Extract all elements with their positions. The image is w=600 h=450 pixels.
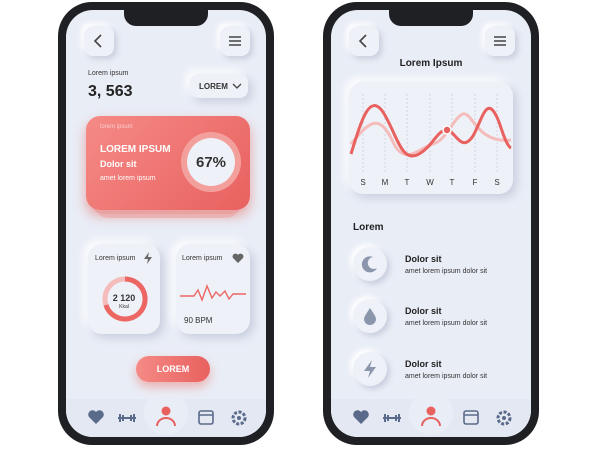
screen-title: Lorem Ipsum	[399, 58, 463, 69]
phone: Lorem Ipsum S M T W T F S	[323, 2, 539, 445]
calorie-unit: Kkal	[119, 304, 129, 310]
item-icon	[353, 247, 387, 281]
weekday: F	[472, 178, 478, 187]
nav-icons	[88, 391, 247, 435]
item-icon	[353, 299, 387, 333]
hero-caption: lorem ipsum	[100, 124, 133, 130]
section-title: Lorem	[353, 222, 384, 233]
pulse-line	[180, 284, 246, 302]
dropdown[interactable]: LOREM	[190, 74, 248, 98]
bpm: 90 BPM	[184, 316, 213, 325]
weekday: T	[449, 178, 455, 187]
stat-label: Lorem ipsum	[88, 70, 129, 77]
chevron	[232, 83, 242, 89]
phone: Lorem ipsum 3, 563 LOREM lorem ipsum LOR…	[58, 2, 274, 445]
menu-button[interactable]	[220, 26, 250, 56]
menu-button[interactable]	[485, 26, 515, 56]
back-icon	[93, 34, 102, 48]
nav-icons	[353, 391, 512, 435]
back-icon	[358, 34, 367, 48]
screen: Lorem ipsum 3, 563 LOREM lorem ipsum LOR…	[66, 10, 266, 437]
calories-card: Lorem ipsum 2 120 Kkal	[88, 244, 160, 334]
chart-card: S M T W T F S	[349, 82, 513, 194]
bottom-nav	[331, 391, 531, 437]
item-text: amet lorem ipsum dolor sit	[405, 268, 488, 275]
weekday: M	[381, 178, 389, 187]
hero-card: lorem ipsum LOREM IPSUM Dolor sit amet l…	[86, 116, 250, 210]
bolt-icon	[144, 252, 152, 264]
notch	[124, 10, 208, 26]
item-title: Dolor sit	[405, 306, 442, 316]
notch	[389, 10, 473, 26]
item-title: Dolor sit	[405, 254, 442, 264]
item-title: Dolor sit	[405, 359, 442, 369]
weekday: S	[494, 178, 500, 187]
percent: 67%	[187, 138, 235, 186]
dropdown-label: LOREM	[199, 82, 228, 91]
item-text: amet lorem ipsum dolor sit	[405, 320, 488, 327]
item-text: amet lorem ipsum dolor sit	[405, 373, 488, 380]
moon-icon	[361, 256, 377, 273]
weekday: S	[360, 178, 366, 187]
card-title: Lorem ipsum	[182, 255, 223, 262]
item-icon	[353, 352, 387, 386]
calorie-ring	[102, 276, 148, 322]
wave-chart	[349, 94, 512, 174]
weekday: T	[404, 178, 410, 187]
stat-value: 3, 563	[88, 83, 133, 100]
back-button[interactable]	[349, 26, 379, 56]
calorie-value: 2 120	[112, 293, 136, 303]
bottom-nav	[66, 391, 266, 437]
drop-icon	[364, 308, 376, 325]
hero-title: LOREM IPSUM	[100, 144, 171, 155]
card-title: Lorem ipsum	[95, 255, 136, 262]
weekday: W	[426, 178, 434, 187]
primary-button[interactable]: LOREM	[136, 356, 210, 382]
hero-text: amet lorem ipsum	[100, 175, 156, 182]
menu-icon	[494, 36, 506, 46]
menu-icon	[229, 36, 241, 46]
heart-icon	[232, 253, 244, 263]
weekday-row: S M T W T F S	[349, 178, 513, 190]
heart-card: Lorem ipsum 90 BPM	[176, 244, 250, 334]
hero-subtitle: Dolor sit	[100, 159, 137, 169]
bolt-icon	[364, 360, 376, 378]
screen: Lorem Ipsum S M T W T F S	[331, 10, 531, 437]
back-button[interactable]	[84, 26, 114, 56]
